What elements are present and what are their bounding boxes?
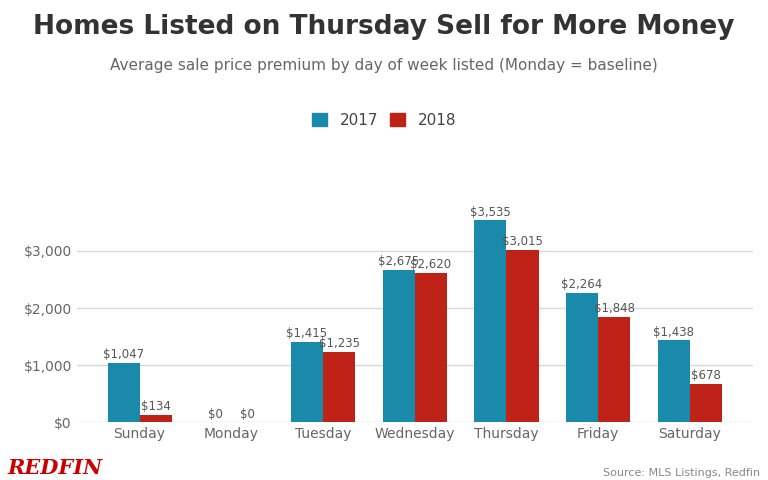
Bar [140,415,172,422]
Text: $2,620: $2,620 [410,258,452,271]
Bar [415,273,447,422]
Text: $678: $678 [691,369,721,382]
Text: $2,264: $2,264 [561,278,603,291]
Text: $1,415: $1,415 [286,327,327,340]
Text: $3,015: $3,015 [502,235,543,249]
Text: Average sale price premium by day of week listed (Monday = baseline): Average sale price premium by day of wee… [110,58,658,72]
Text: $2,675: $2,675 [378,255,419,268]
Text: $134: $134 [141,400,170,413]
Text: Homes Listed on Thursday Sell for More Money: Homes Listed on Thursday Sell for More M… [33,14,735,40]
Text: $3,535: $3,535 [470,206,511,219]
Text: $1,438: $1,438 [654,325,694,338]
Text: $1,235: $1,235 [319,337,359,350]
Bar [566,293,598,422]
Legend: 2017, 2018: 2017, 2018 [307,108,461,132]
Bar [382,270,415,422]
Bar [475,220,506,422]
Bar [108,362,140,422]
Text: $1,848: $1,848 [594,302,634,315]
Bar [323,352,355,422]
Text: $0: $0 [240,408,255,420]
Bar [506,250,538,422]
Bar [291,342,323,422]
Text: $1,047: $1,047 [103,348,144,361]
Bar [657,340,690,422]
Text: REDFIN: REDFIN [8,457,103,478]
Text: Source: MLS Listings, Redfin: Source: MLS Listings, Redfin [603,468,760,478]
Bar [598,317,631,422]
Bar [690,384,722,422]
Text: $0: $0 [208,408,223,420]
